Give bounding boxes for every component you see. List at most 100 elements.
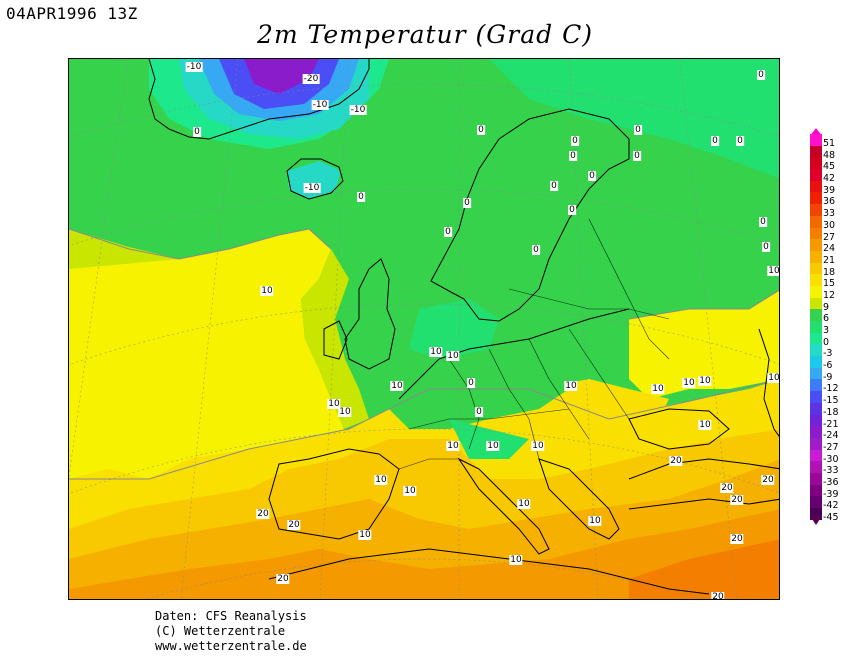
contour-label: 0 (477, 125, 485, 135)
legend-swatch (810, 227, 822, 240)
contour-label: 10 (374, 475, 388, 485)
contour-label: -10 (311, 100, 329, 110)
credits: Daten: CFS Reanalysis (C) Wetterzentrale… (155, 609, 307, 654)
contour-label: -10 (185, 62, 203, 72)
legend-swatch (810, 402, 822, 415)
contour-label: 0 (550, 181, 558, 191)
legend-level-label: -45 (823, 512, 839, 523)
legend-level-label: -21 (823, 418, 839, 430)
field-teal-iceland (287, 161, 341, 199)
contour-label: 10 (446, 351, 460, 361)
field-yellowgreen-coast (301, 249, 369, 429)
contour-label: 20 (720, 483, 734, 493)
legend-swatch (810, 472, 822, 485)
contour-label: 20 (669, 456, 683, 466)
legend-level-label: -36 (823, 476, 839, 488)
contour-label: 10 (651, 384, 665, 394)
legend-level-label: 39 (823, 184, 836, 196)
legend-swatch (810, 309, 822, 321)
isotherms (69, 228, 779, 480)
legend-arrow-up-icon (810, 128, 822, 136)
contour-label: 0 (532, 245, 540, 255)
legend-level-label: -3 (823, 348, 833, 360)
contour-label: -20 (302, 74, 320, 84)
legend-level-label: -6 (823, 360, 833, 372)
legend-level-label: -42 (823, 500, 839, 512)
contour-label: 10 (564, 381, 578, 391)
legend-level-label: 0 (823, 336, 830, 348)
legend-level-label: 51 (823, 138, 836, 149)
contour-label: 10 (509, 555, 523, 565)
legend-level-label: 9 (823, 301, 830, 313)
temperature-map[interactable]: -10 -20 -10 -10 0 0 0 0 0 0 0 0 0 0 0 -10 0 0 0 0 0 0 0 10 10 10 1… (68, 58, 780, 600)
legend-swatch (810, 204, 822, 216)
contour-label: 10 (403, 486, 417, 496)
legend-swatch (810, 332, 822, 345)
legend-level-label: -15 (823, 395, 839, 407)
contour-label: 0 (633, 151, 641, 161)
legend-level-label: 21 (823, 254, 836, 266)
legend-swatch (810, 379, 822, 392)
contour-label: 10 (358, 530, 372, 540)
contour-label: 0 (759, 217, 767, 227)
contour-label: 10 (446, 441, 460, 451)
legend-swatch (810, 145, 822, 158)
contour-label: 0 (568, 205, 576, 215)
legend-level-label: 24 (823, 243, 836, 255)
credits-data-source: Daten: CFS Reanalysis (155, 609, 307, 623)
legend-swatch (810, 391, 822, 403)
field-violet-greenland (244, 59, 319, 94)
contour-label: 10 (767, 373, 780, 383)
contour-label: 10 (338, 407, 352, 417)
legend-level-label: 33 (823, 208, 836, 220)
field-orange-deep (629, 539, 779, 599)
contour-label: 20 (256, 509, 270, 519)
credits-copyright: (C) Wetterzentrale (155, 624, 286, 638)
legend-level-label: -33 (823, 465, 839, 477)
field-orange-dark (69, 509, 779, 599)
legend-swatch (810, 344, 822, 357)
contour-label: 0 (569, 151, 577, 161)
legend-swatch (810, 297, 822, 310)
coastlines (148, 59, 779, 595)
legend-swatch (810, 274, 822, 286)
contour-label: 10 (682, 378, 696, 388)
legend-swatch (810, 239, 822, 251)
chart-title: 2m Temperatur (Grad C) (257, 20, 593, 49)
legend-swatch (810, 321, 822, 333)
legend-swatch (810, 449, 822, 462)
contour-label: 0 (757, 70, 765, 80)
contour-label: 10 (486, 441, 500, 451)
field-yellow-east (629, 290, 779, 399)
contour-label: 0 (634, 125, 642, 135)
contour-label: 20 (730, 534, 744, 544)
contour-label: 10 (390, 381, 404, 391)
legend-labels: 51 48 45 42 39 36 33 30 27 24 21 18 15 12 9 6 3 0 -3 -6 -9 -1… (823, 138, 839, 524)
legend-swatch (810, 180, 822, 193)
legend-swatch (810, 356, 822, 368)
contour-label: 10 (767, 266, 780, 276)
legend-swatch (810, 262, 822, 275)
legend-level-label: 48 (823, 149, 836, 161)
contour-label: 0 (357, 192, 365, 202)
legend-swatch (810, 157, 822, 170)
legend-swatch (810, 426, 822, 438)
legend-level-label: 15 (823, 278, 836, 290)
contour-label: 0 (571, 136, 579, 146)
contour-label: 20 (287, 520, 301, 530)
legend-level-label: 18 (823, 266, 836, 278)
legend-swatch (810, 414, 822, 427)
legend-level-label: 27 (823, 231, 836, 243)
legend-level-label: 36 (823, 196, 836, 208)
color-legend (810, 134, 822, 520)
legend-swatch (810, 437, 822, 450)
contour-label: 0 (475, 407, 483, 417)
legend-swatch (810, 367, 822, 380)
legend-level-label: -30 (823, 453, 839, 465)
legend-swatch (810, 169, 822, 181)
legend-level-label: 30 (823, 219, 836, 231)
legend-level-label: 3 (823, 325, 830, 336)
field-yellowgreen-west (69, 229, 179, 269)
legend-swatch (810, 285, 822, 298)
contour-label: -10 (349, 105, 367, 115)
